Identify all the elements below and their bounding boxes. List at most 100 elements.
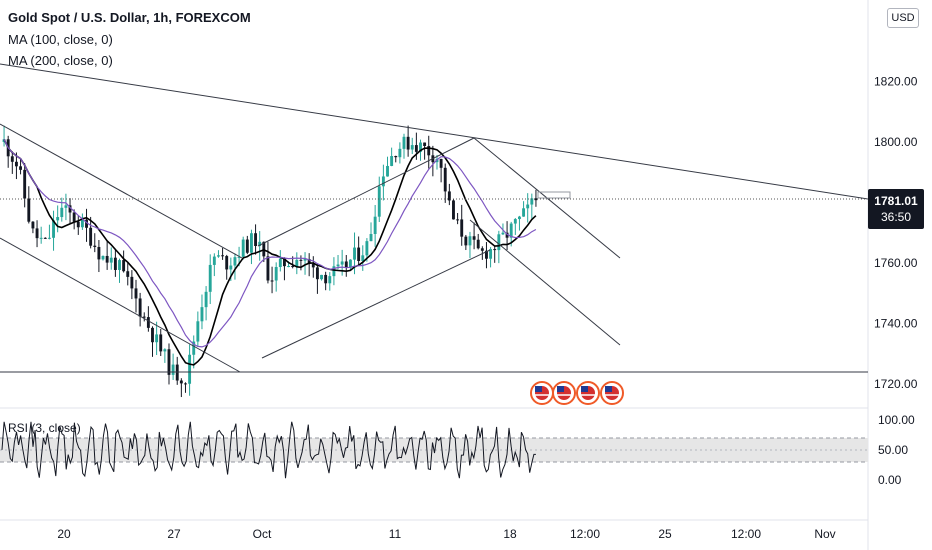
candle-body [217, 255, 220, 257]
candle-body [245, 239, 249, 253]
candle-body [443, 167, 447, 192]
candle-body [315, 267, 319, 280]
candle-body [390, 156, 394, 166]
us-flag-event-icon[interactable] [600, 381, 624, 405]
price-tick-label: 1740.00 [874, 317, 918, 331]
candle-body [447, 191, 451, 201]
candle-body [138, 298, 142, 317]
rsi-tick-label: 0.00 [878, 473, 902, 487]
ma100-line [3, 138, 537, 366]
down-channel-lower [0, 237, 241, 373]
candle-body [159, 334, 163, 352]
candle-body [39, 237, 43, 239]
candle-body [456, 219, 460, 221]
projection-box [537, 191, 571, 199]
event-flag-canton [581, 386, 588, 392]
price-tick-label: 1800.00 [874, 135, 918, 149]
candle-body [118, 260, 121, 270]
candle-body [184, 383, 187, 385]
candle-body [151, 327, 154, 343]
ma200-legend[interactable]: MA (200, close, 0) [8, 53, 113, 68]
us-flag-event-icon[interactable] [576, 381, 600, 405]
price-tick-label: 1760.00 [874, 256, 918, 270]
candles [2, 125, 538, 398]
candle-body [64, 205, 68, 208]
panel-separators [0, 0, 869, 550]
ma100-legend[interactable]: MA (100, close, 0) [8, 32, 113, 47]
candle-body [394, 156, 398, 158]
time-tick-label: Nov [814, 527, 835, 541]
candle-body [464, 236, 468, 246]
candle-body [320, 274, 323, 280]
candle-body [489, 249, 493, 259]
candle-body [179, 380, 183, 384]
candle-body [134, 288, 138, 299]
candle-body [365, 241, 369, 256]
candle-body [43, 237, 47, 239]
candle-body [155, 334, 159, 343]
candle-body [146, 317, 150, 328]
candle-body [163, 349, 167, 352]
candle-body [303, 259, 307, 261]
candle-body [35, 228, 39, 239]
rsi-tick-label: 50.00 [878, 443, 908, 457]
candle-body [518, 216, 521, 220]
candle-body [509, 223, 513, 238]
event-flags[interactable] [530, 381, 624, 405]
candle-body [357, 247, 361, 262]
trendlines[interactable] [0, 63, 869, 373]
candle-body [386, 165, 389, 177]
up-channel-upper [257, 137, 475, 247]
time-axis[interactable]: 20 27 Oct 11 18 12:00 25 12:00 Nov [57, 527, 835, 541]
rsi-legend[interactable]: RSI (3, close) [8, 421, 81, 435]
candle-body [361, 255, 365, 262]
candle-body [266, 256, 270, 281]
candle-body [237, 256, 241, 258]
bar-countdown: 36:50 [880, 210, 912, 224]
time-tick-label: 11 [389, 527, 402, 541]
candle-body [188, 354, 192, 384]
candle-body [278, 258, 282, 268]
ma200-line [3, 139, 537, 348]
candle-body [105, 255, 109, 263]
candle-body [287, 266, 290, 268]
candle-body [204, 291, 208, 308]
rsi-series-line [1, 421, 536, 479]
time-tick-label: 12:00 [731, 527, 761, 541]
candle-body [23, 169, 27, 199]
candle-body [377, 186, 381, 217]
candle-body [452, 200, 455, 220]
candle-body [274, 267, 278, 281]
candle-body [113, 257, 117, 270]
candle-body [485, 250, 488, 259]
price-axis[interactable]: 1820.00 1800.00 1760.00 1740.00 1720.00 100.0… [874, 75, 918, 488]
candle-body [530, 198, 534, 205]
candle-body [501, 232, 505, 235]
candle-body [497, 234, 501, 251]
candle-body [97, 246, 101, 260]
candle-body [196, 321, 200, 342]
candle-body [513, 219, 517, 224]
us-flag-event-icon[interactable] [552, 381, 576, 405]
candle-body [493, 249, 497, 251]
us-flag-event-icon[interactable] [530, 381, 554, 405]
candle-body [270, 280, 274, 282]
candle-body [344, 261, 348, 268]
candle-body [233, 257, 237, 266]
long-descending-trendline [0, 63, 869, 200]
currency-badge[interactable]: USD [887, 8, 919, 28]
candle-body [31, 221, 35, 229]
candle-body [419, 142, 422, 152]
candle-body [336, 264, 340, 267]
candle-body [340, 261, 344, 265]
candle-body [299, 259, 303, 261]
candle-body [522, 208, 526, 217]
candle-body [307, 259, 311, 264]
candle-body [258, 241, 262, 247]
candle-body [402, 136, 406, 149]
candle-body [398, 148, 402, 158]
candle-body [208, 264, 212, 292]
candle-body [10, 156, 14, 162]
symbol-title[interactable]: Gold Spot / U.S. Dollar, 1h, FOREXCOM [8, 10, 251, 25]
